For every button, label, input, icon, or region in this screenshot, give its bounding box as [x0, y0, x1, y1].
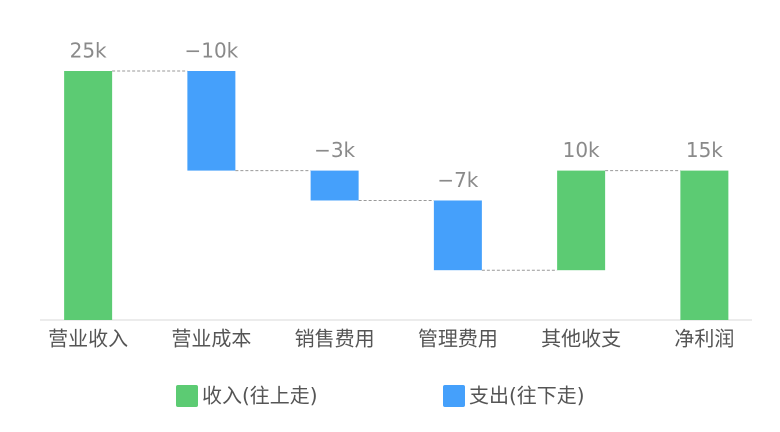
bar	[557, 170, 606, 271]
legend-label: 支出(往下走)	[469, 384, 585, 408]
value-label: −7k	[437, 168, 478, 192]
value-label: 15k	[686, 138, 723, 162]
value-label: −3k	[314, 138, 355, 162]
x-tick-label: 其他收支	[541, 327, 621, 351]
value-label: 25k	[70, 39, 107, 63]
bar	[310, 170, 359, 201]
bar	[64, 71, 113, 320]
legend-swatch	[176, 385, 198, 407]
bar	[187, 71, 236, 171]
legend-swatch	[443, 385, 465, 407]
value-label: 10k	[563, 138, 600, 162]
bar	[680, 170, 729, 320]
legend-label: 收入(往上走)	[202, 384, 318, 408]
x-tick-label: 销售费用	[295, 327, 375, 351]
x-tick-label: 净利润	[674, 327, 734, 351]
x-tick-label: 营业成本	[171, 327, 251, 351]
value-label: −10k	[184, 39, 238, 63]
x-tick-label: 管理费用	[418, 327, 498, 351]
x-tick-label: 营业收入	[48, 327, 128, 351]
bar	[433, 200, 482, 271]
